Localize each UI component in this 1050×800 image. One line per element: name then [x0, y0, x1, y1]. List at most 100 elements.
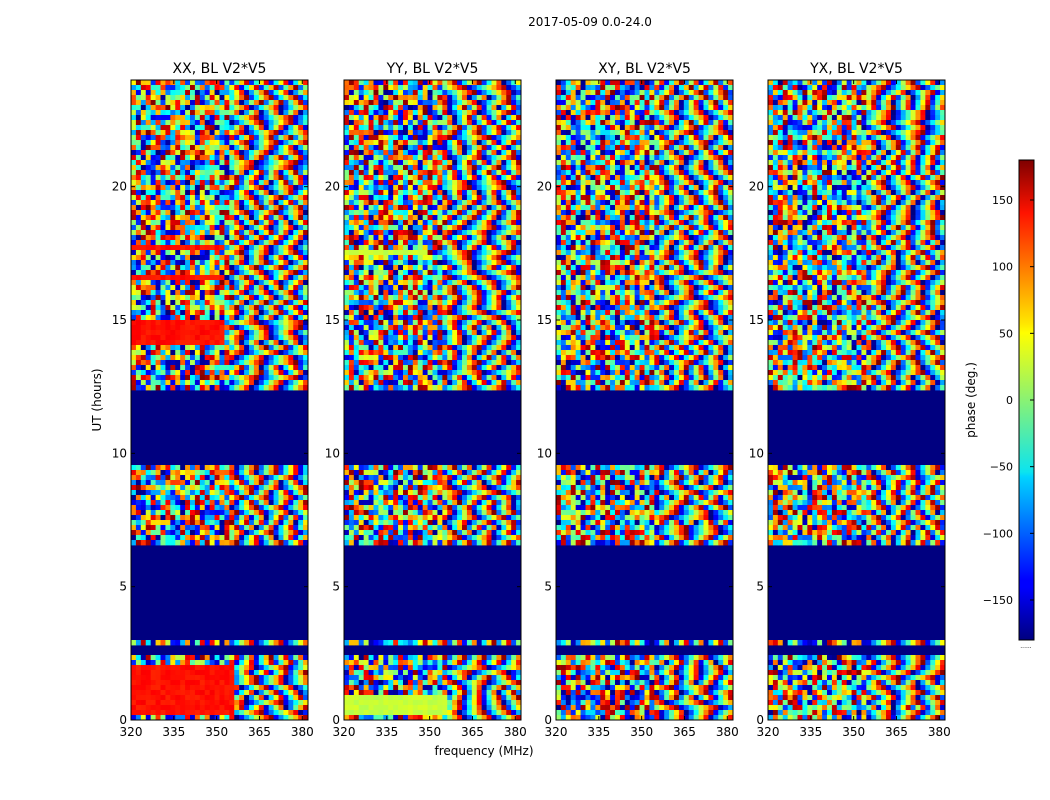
heatmap-cell	[298, 695, 304, 701]
heatmap-cell	[407, 170, 414, 176]
heatmap-cell	[348, 220, 355, 226]
heatmap-cell	[155, 90, 161, 96]
heatmap-cell	[209, 185, 215, 191]
heatmap-cell	[344, 225, 350, 231]
heatmap-cell	[170, 710, 176, 716]
heatmap-cell	[170, 680, 176, 686]
heatmap-cell	[145, 675, 152, 681]
heatmap-cell	[190, 200, 196, 206]
heatmap-cell	[273, 670, 279, 676]
heatmap-cell	[283, 225, 289, 231]
heatmap-cell	[373, 250, 379, 256]
heatmap-cell	[224, 475, 230, 481]
heatmap-cell	[358, 180, 365, 186]
heatmap-cell	[258, 270, 265, 276]
heatmap-cell	[491, 150, 497, 156]
heatmap-cell	[194, 695, 201, 701]
heatmap-cell	[185, 320, 191, 326]
heatmap-cell	[263, 260, 270, 266]
heatmap-cell	[180, 250, 186, 256]
heatmap-cell	[190, 690, 196, 696]
heatmap-cell	[293, 365, 299, 371]
heatmap-cell	[199, 240, 206, 246]
heatmap-cell	[303, 475, 309, 481]
heatmap-cell	[190, 640, 196, 646]
heatmap-cell	[422, 150, 428, 156]
heatmap-cell	[253, 220, 260, 226]
heatmap-cell	[298, 680, 304, 686]
heatmap-cell	[288, 285, 294, 291]
heatmap-cell	[258, 165, 265, 171]
heatmap-cell	[224, 335, 230, 341]
heatmap-cell	[353, 130, 360, 136]
heatmap-cell	[348, 225, 355, 231]
heatmap-cell	[486, 210, 492, 216]
heatmap-cell	[283, 535, 289, 541]
heatmap-cell	[214, 685, 220, 691]
heatmap-cell	[501, 85, 507, 91]
heatmap-cell	[131, 480, 137, 486]
heatmap-cell	[427, 235, 433, 241]
heatmap-cell	[175, 375, 181, 381]
heatmap-cell	[155, 340, 161, 346]
heatmap-cell	[368, 235, 374, 241]
heatmap-cell	[268, 105, 274, 111]
heatmap-cell	[516, 245, 522, 251]
heatmap-cell	[432, 170, 438, 176]
heatmap-cell	[447, 250, 453, 256]
heatmap-cell	[140, 710, 147, 716]
heatmap-cell	[298, 175, 304, 181]
heatmap-cell	[263, 510, 270, 516]
heatmap-cell	[209, 175, 215, 181]
heatmap-cell	[358, 235, 365, 241]
heatmap-cell	[214, 515, 220, 521]
heatmap-cell	[501, 215, 507, 221]
heatmap-cell	[442, 215, 448, 221]
heatmap-cell	[363, 110, 369, 116]
heatmap-cell	[209, 475, 215, 481]
heatmap-cell	[447, 270, 453, 276]
heatmap-cell	[368, 260, 374, 266]
heatmap-cell	[506, 195, 512, 201]
heatmap-cell	[214, 715, 220, 721]
heatmap-cell	[268, 380, 274, 386]
heatmap-cell	[135, 345, 142, 351]
heatmap-cell	[403, 255, 409, 261]
heatmap-cell	[268, 135, 274, 141]
heatmap-cell	[422, 170, 428, 176]
heatmap-cell	[288, 265, 294, 271]
heatmap-cell	[293, 640, 299, 646]
heatmap-cell	[427, 135, 433, 141]
heatmap-cell	[283, 245, 289, 251]
heatmap-cell	[249, 655, 255, 661]
heatmap-cell	[263, 655, 270, 661]
heatmap-cell	[214, 200, 220, 206]
heatmap-cell	[481, 290, 487, 296]
heatmap-cell	[214, 270, 220, 276]
heatmap-cell	[501, 80, 507, 86]
heatmap-cell	[417, 105, 424, 111]
heatmap-cell	[388, 90, 394, 96]
heatmap-cell	[204, 385, 211, 391]
heatmap-cell	[190, 155, 196, 161]
heatmap-cell	[263, 130, 270, 136]
heatmap-cell	[190, 230, 196, 236]
heatmap-cell	[388, 100, 394, 106]
heatmap-cell	[398, 150, 404, 156]
heatmap-cell	[185, 515, 191, 521]
heatmap-cell	[388, 175, 394, 181]
heatmap-cell	[283, 315, 289, 321]
heatmap-cell	[165, 290, 171, 296]
heatmap-cell	[234, 185, 240, 191]
heatmap-cell	[288, 80, 294, 86]
heatmap-cell	[283, 220, 289, 226]
heatmap-cell	[204, 275, 211, 281]
heatmap-cell	[481, 105, 487, 111]
heatmap-cell	[353, 275, 360, 281]
heatmap-cell	[457, 130, 463, 136]
heatmap-cell	[344, 250, 350, 256]
heatmap-cell	[486, 145, 492, 151]
heatmap-cell	[204, 245, 211, 251]
heatmap-cell	[160, 80, 166, 86]
heatmap-cell	[214, 680, 220, 686]
